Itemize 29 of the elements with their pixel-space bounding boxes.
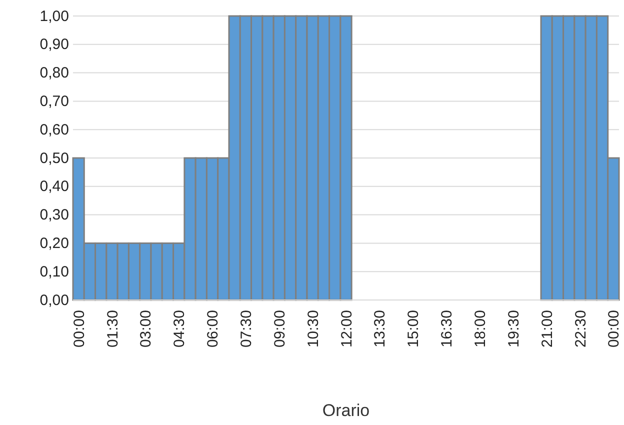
x-tick-label: 00:00 <box>606 310 623 348</box>
y-tick-label: 0,80 <box>40 64 69 82</box>
x-tick-label: 19:30 <box>505 310 522 348</box>
x-tick-label: 00:00 <box>70 310 88 348</box>
y-tick-label: 0,70 <box>40 93 69 110</box>
y-tick-label: 0,00 <box>40 292 69 309</box>
y-tick-label: 0,90 <box>40 36 69 54</box>
y-tick-label: 1,00 <box>40 8 69 25</box>
x-tick-label: 10:30 <box>304 310 322 348</box>
y-tick-label: 0,60 <box>40 121 69 138</box>
y-tick-label: 0,20 <box>40 235 69 252</box>
x-tick-label: 09:00 <box>271 310 288 348</box>
x-tick-label: 07:30 <box>238 310 255 348</box>
y-tick-label: 0,10 <box>40 263 69 280</box>
x-tick-label: 04:30 <box>171 310 188 348</box>
x-tick-label: 06:00 <box>204 310 222 348</box>
x-axis-title: Orario <box>322 401 370 420</box>
x-tick-label: 21:00 <box>538 310 556 348</box>
x-tick-label: 01:30 <box>104 310 122 348</box>
x-tick-label: 18:00 <box>472 310 489 348</box>
x-tick-label: 15:00 <box>405 310 422 348</box>
x-tick-label: 16:30 <box>438 310 456 348</box>
x-tick-label: 12:00 <box>338 310 356 348</box>
x-tick-label: 03:00 <box>138 310 155 348</box>
x-tick-label: 13:30 <box>372 310 389 348</box>
y-tick-label: 0,40 <box>40 178 69 196</box>
y-tick-label: 0,50 <box>40 150 69 167</box>
y-tick-label: 0,30 <box>40 206 69 224</box>
x-tick-label: 22:30 <box>572 310 590 348</box>
